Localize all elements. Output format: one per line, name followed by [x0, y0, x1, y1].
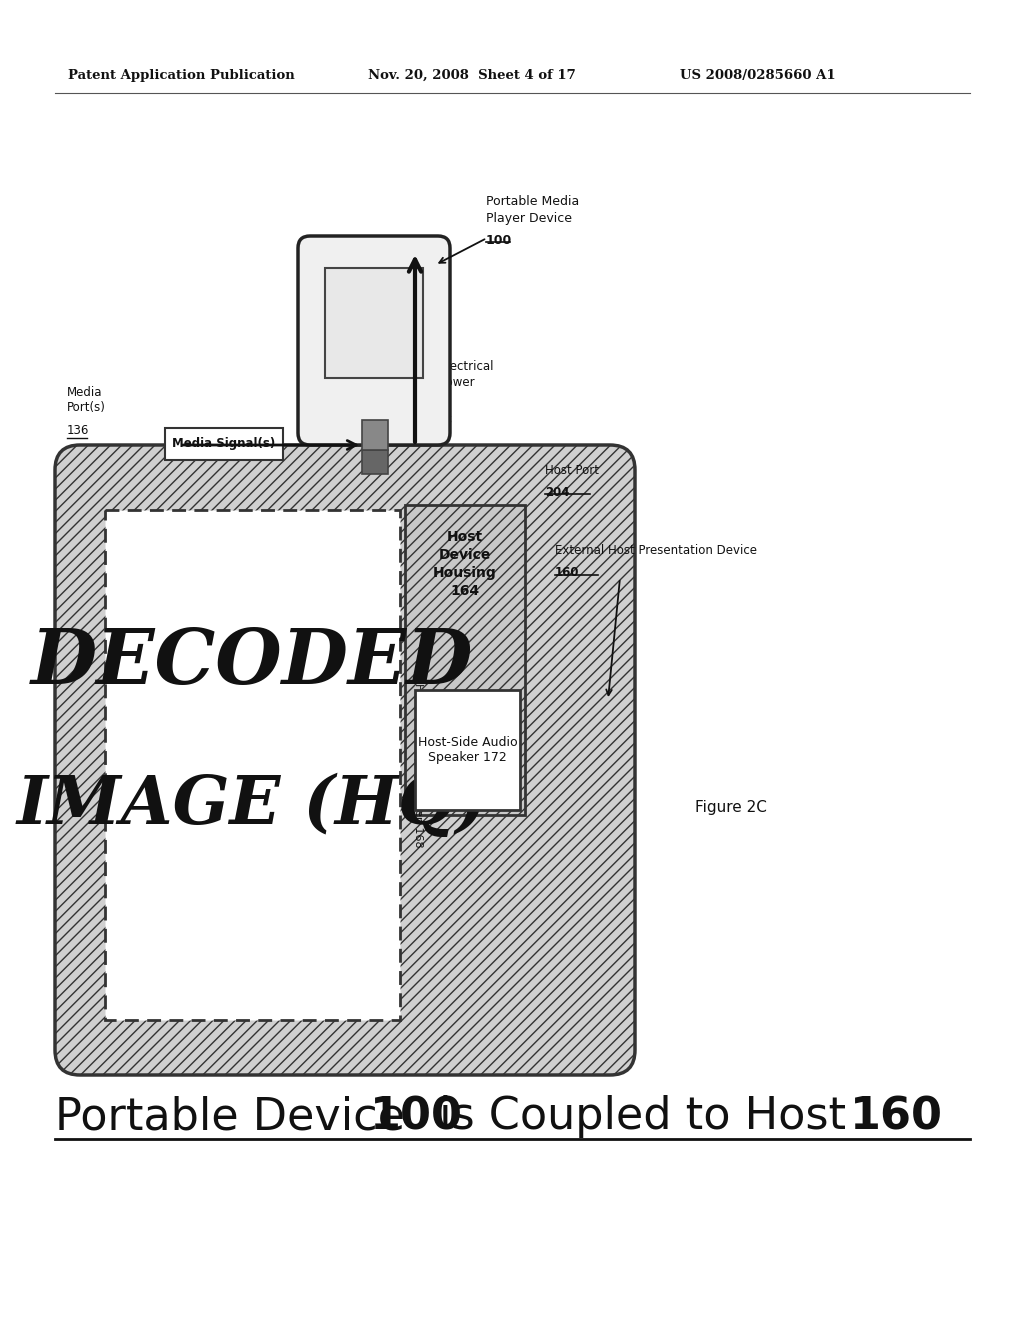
Text: Portable Device: Portable Device [55, 1096, 419, 1138]
Text: Figure 2C: Figure 2C [695, 800, 767, 814]
Bar [362, 420, 388, 450]
FancyBboxPatch shape [406, 506, 525, 814]
FancyBboxPatch shape [298, 236, 450, 445]
Text: Host-Side Audio
Speaker 172: Host-Side Audio Speaker 172 [418, 737, 517, 764]
FancyBboxPatch shape [105, 510, 400, 1020]
Text: 160: 160 [555, 566, 580, 579]
Text: 100: 100 [486, 234, 512, 247]
Text: Electrical
Power: Electrical Power [440, 360, 495, 389]
Bar [325, 268, 423, 378]
Text: 160: 160 [850, 1096, 943, 1138]
FancyBboxPatch shape [55, 445, 635, 1074]
Text: Patent Application Publication: Patent Application Publication [68, 69, 295, 82]
Text: Host Port: Host Port [545, 463, 599, 477]
Text: Nov. 20, 2008  Sheet 4 of 17: Nov. 20, 2008 Sheet 4 of 17 [368, 69, 575, 82]
Text: 204: 204 [545, 486, 569, 499]
Text: is Coupled to Host: is Coupled to Host [425, 1096, 860, 1138]
Text: 140A: 140A [422, 407, 453, 420]
Bar [362, 450, 388, 474]
Text: 100: 100 [370, 1096, 463, 1138]
Text: Media
Port(s): Media Port(s) [67, 385, 105, 414]
Bar [165, 428, 283, 459]
Text: 136: 136 [67, 424, 89, 437]
Text: Host
Device
Housing
164: Host Device Housing 164 [433, 531, 497, 598]
Text: IMAGE (HQ): IMAGE (HQ) [16, 774, 488, 838]
Text: Host-Side Display Screen 168: Host-Side Display Screen 168 [413, 682, 423, 847]
Text: Portable Media
Player Device: Portable Media Player Device [486, 195, 580, 224]
Text: US 2008/0285660 A1: US 2008/0285660 A1 [680, 69, 836, 82]
FancyBboxPatch shape [415, 690, 520, 810]
Text: External Host Presentation Device: External Host Presentation Device [555, 544, 757, 557]
Text: Media Signal(s): Media Signal(s) [172, 437, 275, 450]
Text: DECODED: DECODED [32, 626, 474, 700]
